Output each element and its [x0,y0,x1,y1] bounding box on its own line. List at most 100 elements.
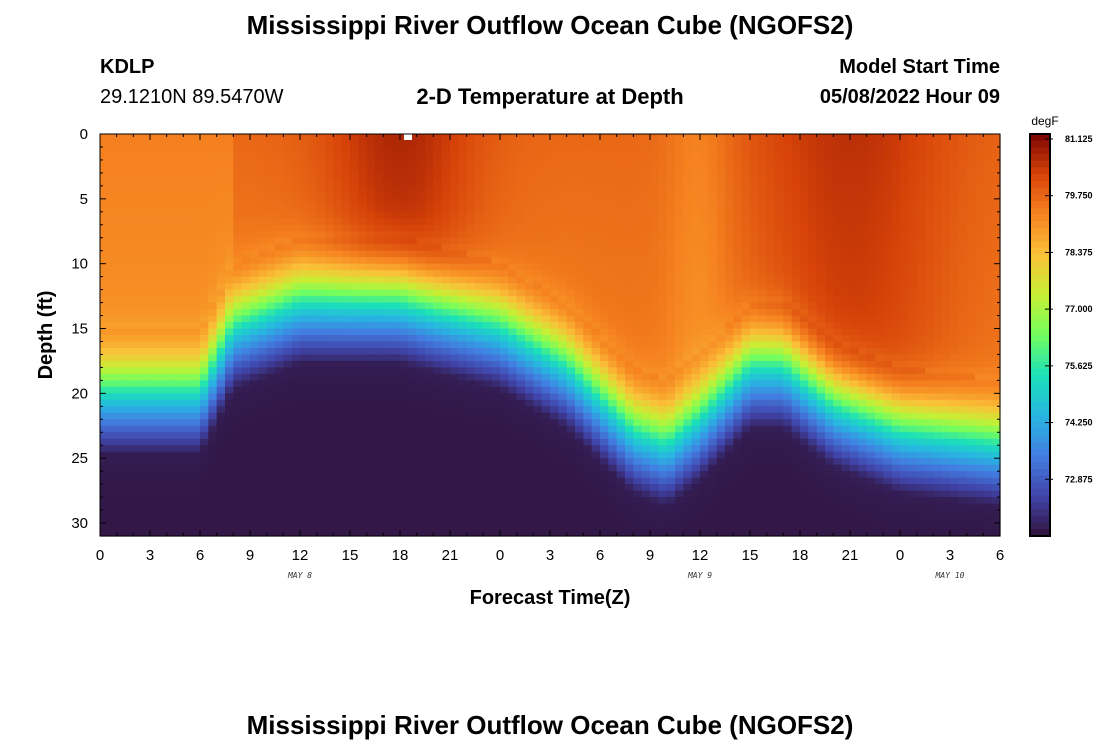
heatmap-cell [366,257,376,265]
heatmap-cell [316,244,326,252]
heatmap-cell [608,523,618,531]
heatmap-cell [458,380,468,388]
heatmap-cell [325,231,334,239]
heatmap-cell [366,503,376,511]
heatmap-cell [400,451,409,459]
heatmap-cell [383,309,393,317]
heatmap-cell [225,380,234,388]
heatmap-cell [650,529,659,537]
heatmap-cell [233,146,243,155]
heatmap-cell [425,412,434,420]
heatmap-cell [558,270,568,278]
heatmap-cell [441,205,451,213]
heatmap-cell [250,198,259,206]
heatmap-cell [141,328,151,336]
heatmap-cell [466,347,476,356]
heatmap-cell [100,516,109,524]
heatmap-cell [191,192,201,200]
heatmap-cell [525,140,534,148]
heatmap-cell [108,373,118,381]
heatmap-cell [741,477,751,485]
heatmap-cell [416,399,426,407]
heatmap-cell [208,257,218,265]
heatmap-cell [208,250,218,258]
heatmap-cell [200,412,209,420]
heatmap-cell [450,484,459,492]
heatmap-cell [266,315,276,323]
heatmap-cell [258,419,268,427]
heatmap-cell [383,134,393,142]
heatmap-cell [416,283,426,291]
heatmap-cell [608,146,618,155]
heatmap-cell [216,224,226,232]
heatmap-cell [316,529,326,537]
heatmap-cell [383,224,393,232]
heatmap-cell [691,218,701,226]
heatmap-cell [258,270,268,278]
heatmap-cell [508,386,518,394]
heatmap-cell [566,464,576,472]
heatmap-cell [275,341,284,349]
heatmap-cell [325,237,334,245]
heatmap-cell [133,218,143,226]
heatmap-cell [208,146,218,155]
heatmap-cell [133,296,143,304]
heatmap-cell [525,523,534,531]
heatmap-cell [466,218,476,226]
heatmap-cell [533,497,543,505]
heatmap-cell [266,276,276,284]
heatmap-cell [658,419,668,427]
heatmap-cell [125,335,134,343]
heatmap-cell [683,432,693,440]
heatmap-cell [575,153,584,161]
heatmap-cell [308,224,318,232]
heatmap-cell [566,451,576,459]
heatmap-cell [158,399,168,407]
heatmap-cell [608,250,618,258]
heatmap-cell [675,503,684,511]
heatmap-cell [608,185,618,193]
heatmap-cell [425,276,434,284]
heatmap-cell [741,250,751,258]
heatmap-cell [725,477,734,485]
heatmap-cell [308,393,318,401]
heatmap-cell [266,347,276,356]
heatmap-cell [533,438,543,446]
heatmap-cell [341,529,351,537]
heatmap-cell [233,419,243,427]
heatmap-cell [500,490,509,498]
heatmap-cell [741,438,751,446]
heatmap-cell [183,347,193,356]
heatmap-cell [116,471,126,479]
heatmap-cell [733,438,743,446]
heatmap-cell [316,497,326,505]
heatmap-cell [541,503,551,511]
heatmap-cell [600,412,609,420]
heatmap-cell [191,412,201,420]
heatmap-cell [408,445,418,453]
heatmap-cell [608,237,618,245]
heatmap-cell [591,373,601,381]
heatmap-cell [175,471,184,479]
heatmap-cell [108,134,118,142]
heatmap-cell [291,172,301,180]
heatmap-cell [450,250,459,258]
heatmap-cell [400,296,409,304]
heatmap-cell [566,367,576,375]
heatmap-cell [283,179,293,187]
heatmap-cell [400,315,409,323]
heatmap-cell [583,231,593,239]
heatmap-cell [208,386,218,394]
heatmap-cell [483,419,493,427]
heatmap-cell [175,250,184,258]
heatmap-cell [691,192,701,200]
heatmap-cell [625,276,634,284]
heatmap-cell [683,529,693,537]
heatmap-cell [175,309,184,317]
heatmap-cell [341,341,351,349]
heatmap-cell [266,523,276,531]
heatmap-cell [641,166,651,174]
heatmap-cell [516,464,526,472]
heatmap-cell [433,302,443,310]
heatmap-cell [425,380,434,388]
